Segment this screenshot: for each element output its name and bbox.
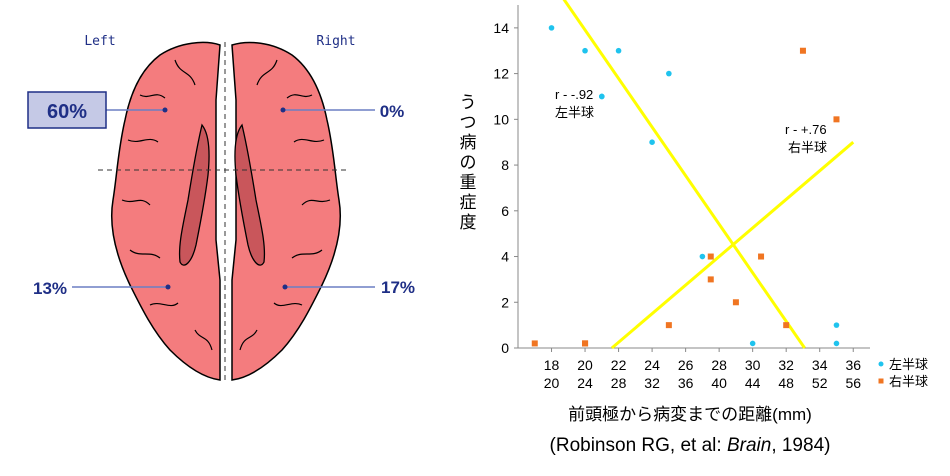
x-axis-title: 前頭極から病変までの距離(mm) xyxy=(568,405,812,424)
point-left-hemisphere xyxy=(749,340,756,347)
right-gyri xyxy=(239,59,331,351)
point-right-hemisphere xyxy=(732,299,739,306)
y-tick-label: 4 xyxy=(501,249,509,265)
x-ticks: 18 20 20 24 22 28 24 32 26 36 28 40 30 44 32 48 34 52 36 56 xyxy=(544,348,861,391)
point-right-hemisphere xyxy=(783,322,790,329)
point-right-hemisphere xyxy=(665,322,672,329)
regression-lines xyxy=(562,0,855,350)
x-tick-label-right: 28 xyxy=(611,375,627,391)
legend-right-marker xyxy=(878,378,884,384)
x-tick-label-right: 40 xyxy=(711,375,727,391)
dot-left-anterior xyxy=(162,107,168,113)
regression-line-right xyxy=(610,141,855,350)
y-tick-label: 6 xyxy=(501,203,509,219)
y-title-char: の xyxy=(460,153,477,172)
x-tick-label-left: 34 xyxy=(812,357,828,373)
citation: (Robinson RG, et al: Brain, 1984) xyxy=(550,435,831,456)
x-tick-label-left: 24 xyxy=(644,357,660,373)
y-ticks: 0 2 4 6 8 10 12 14 xyxy=(493,20,518,356)
legend-left-marker xyxy=(878,361,884,367)
right-label: Right xyxy=(316,34,355,49)
dot-left-posterior xyxy=(165,284,171,290)
data-points xyxy=(531,25,840,347)
y-tick-label: 0 xyxy=(501,340,509,356)
point-left-hemisphere xyxy=(666,70,672,77)
point-left-hemisphere xyxy=(599,93,605,100)
pct-right-posterior: 17% xyxy=(381,278,415,297)
right-side-label: 右半球 xyxy=(788,140,827,155)
legend-left-label: 左半球 xyxy=(889,357,928,372)
y-tick-label: 2 xyxy=(501,294,509,310)
left-gyri xyxy=(121,59,213,351)
x-tick-label-left: 22 xyxy=(611,357,627,373)
point-right-hemisphere xyxy=(707,276,714,283)
point-right-hemisphere xyxy=(582,340,589,347)
y-title-char: う xyxy=(460,93,477,112)
pct-left-anterior: 60% xyxy=(47,101,87,123)
x-tick-label-right: 52 xyxy=(812,375,828,391)
x-tick-label-right: 20 xyxy=(544,375,560,391)
x-tick-label-right: 44 xyxy=(745,375,761,391)
x-tick-label-right: 32 xyxy=(644,375,660,391)
x-tick-label-left: 32 xyxy=(778,357,794,373)
brain-diagram: Left Right 60% 0% 13% 17% xyxy=(27,34,415,381)
y-title-char: 症 xyxy=(460,193,477,212)
point-right-hemisphere xyxy=(531,340,538,347)
y-tick-label: 8 xyxy=(501,157,509,173)
left-ventricle xyxy=(178,123,210,266)
point-right-hemisphere xyxy=(707,253,714,260)
dot-right-anterior xyxy=(280,107,286,113)
point-right-hemisphere xyxy=(833,116,840,123)
pct-left-posterior: 13% xyxy=(33,279,67,298)
x-tick-label-left: 36 xyxy=(845,357,861,373)
point-right-hemisphere xyxy=(758,253,765,260)
citation-journal: Brain xyxy=(727,435,771,456)
point-right-hemisphere xyxy=(799,47,806,54)
point-left-hemisphere xyxy=(649,139,655,145)
citation-prefix: (Robinson RG, et al: xyxy=(550,435,727,456)
right-ventricle xyxy=(234,123,266,266)
y-tick-label: 12 xyxy=(493,66,509,82)
left-hemisphere xyxy=(110,41,221,381)
y-title-char: 度 xyxy=(460,213,477,232)
point-left-hemisphere xyxy=(833,340,840,347)
regression-line-left xyxy=(562,0,806,349)
pct-right-anterior: 0% xyxy=(380,102,405,121)
x-tick-label-left: 20 xyxy=(577,357,593,373)
x-tick-label-right: 24 xyxy=(577,375,593,391)
point-left-hemisphere xyxy=(615,47,622,54)
left-label: Left xyxy=(84,34,115,49)
left-side-label: 左半球 xyxy=(555,105,594,120)
citation-suffix: , 1984) xyxy=(771,435,830,456)
y-tick-label: 10 xyxy=(493,111,509,127)
y-title-char: 重 xyxy=(460,173,477,192)
x-tick-label-left: 26 xyxy=(678,357,694,373)
x-tick-label-left: 28 xyxy=(711,357,727,373)
legend-right-label: 右半球 xyxy=(889,374,928,389)
x-tick-label-right: 36 xyxy=(678,375,694,391)
point-left-hemisphere xyxy=(699,253,706,260)
point-left-hemisphere xyxy=(833,322,840,328)
x-tick-label-right: 48 xyxy=(778,375,794,391)
x-tick-label-left: 18 xyxy=(544,357,560,373)
right-hemisphere xyxy=(231,41,342,381)
highlight-box xyxy=(27,91,107,129)
axes xyxy=(517,5,870,349)
y-title-char: 病 xyxy=(460,133,477,152)
left-r-label: r - -.92 xyxy=(555,87,593,102)
dot-right-posterior xyxy=(282,284,288,290)
y-title-char: つ xyxy=(460,113,477,132)
point-left-hemisphere xyxy=(548,25,555,31)
right-r-label: r - +.76 xyxy=(785,122,827,137)
y-tick-label: 14 xyxy=(493,20,509,36)
point-left-hemisphere xyxy=(582,47,588,54)
x-tick-label-left: 30 xyxy=(745,357,761,373)
x-tick-label-right: 56 xyxy=(845,375,861,391)
